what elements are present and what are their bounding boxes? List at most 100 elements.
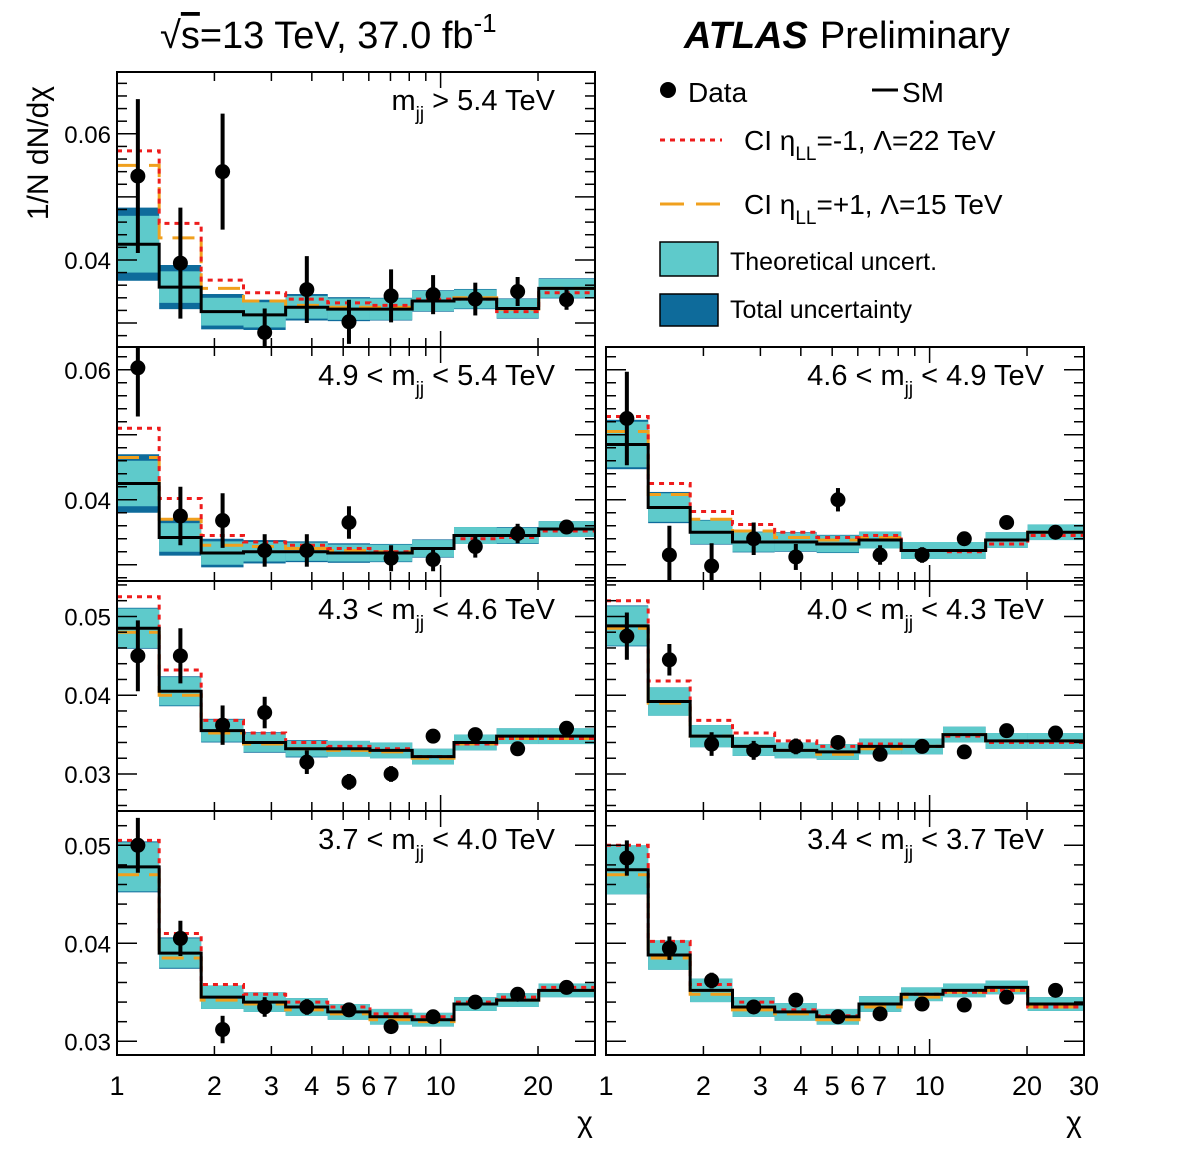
ci-minus-line [606, 843, 1084, 1018]
energy-sqrt: √ [160, 15, 181, 57]
panel-label: 4.6 < mjj < 4.9 TeV [807, 360, 1045, 400]
data-point [559, 979, 575, 995]
data-point [956, 744, 972, 760]
panel-label-post: < 4.9 TeV [913, 360, 1045, 392]
x-tick-label: 10 [915, 1071, 945, 1101]
data-point [383, 1019, 399, 1035]
panel-plot-area [606, 371, 1084, 581]
panel-frame [116, 810, 596, 1056]
x-tick-label: 3 [264, 1071, 279, 1101]
ci-minus-line [117, 595, 595, 759]
panel-label-sub: jj [415, 843, 424, 864]
data-point [425, 728, 441, 744]
data-point [215, 164, 231, 180]
data-point [467, 994, 483, 1010]
atlas-word: ATLAS [683, 15, 808, 57]
x-tick-label: 1 [109, 1071, 124, 1101]
data-point [341, 515, 357, 530]
data-point [999, 723, 1015, 739]
data-point [956, 997, 972, 1013]
y-tick-label: 0.04 [64, 931, 111, 958]
sm-line [606, 624, 1084, 754]
panel-plot-area [117, 99, 595, 347]
data-point [172, 648, 188, 664]
x-tick-label: 6 [850, 1071, 865, 1101]
legend-ci-plus-post: =+1, Λ=15 TeV [817, 189, 1003, 220]
data-point [257, 542, 273, 558]
sm-line [117, 626, 595, 759]
panel-label: 4.9 < mjj < 5.4 TeV [318, 360, 556, 400]
energy-main: =13 TeV, 37.0 fb [200, 15, 474, 57]
data-point [914, 996, 930, 1012]
x-tick-label: 2 [696, 1071, 711, 1101]
panel-label-post: > 5.4 TeV [424, 85, 556, 117]
data-point [872, 1006, 888, 1022]
y-tick-label: 0.05 [64, 604, 111, 631]
y-tick-label: 0.04 [64, 248, 111, 275]
panel-label-pre: m [392, 85, 416, 117]
data-point [1048, 524, 1064, 540]
data-point [467, 727, 483, 743]
panel-label-post: < 5.4 TeV [424, 360, 556, 392]
data-point [425, 1009, 441, 1025]
x-tick-label: 20 [523, 1071, 553, 1101]
panel-label-pre: 4.9 < m [318, 360, 416, 392]
legend-ci-minus-sub: LL [795, 144, 816, 165]
panel-label-sub: jj [904, 843, 913, 864]
data-point [299, 999, 315, 1015]
data-point [746, 531, 762, 547]
panel-6: 0.03 0.04 0.05 3.7 < mjj < 4.0 TeV 1 2 3 4 5 6 7 10… [64, 810, 596, 1101]
legend-ci-minus-post: =-1, Λ=22 TeV [817, 125, 996, 156]
panel-frame [605, 810, 1085, 1056]
x-tick-label: 5 [825, 1071, 840, 1101]
data-point [788, 738, 804, 754]
data-point [872, 547, 888, 563]
panel-plot-area [117, 347, 595, 572]
data-point [383, 550, 399, 566]
panel-label-post: < 4.3 TeV [913, 594, 1045, 626]
data-point [788, 992, 804, 1008]
ci-minus-line [117, 149, 595, 314]
data-point [661, 652, 677, 668]
x-tick-label: 4 [793, 1071, 808, 1101]
legend-ci-minus-label: CI ηLL=-1, Λ=22 TeV [744, 125, 996, 165]
data-point [215, 717, 231, 733]
data-point [341, 774, 357, 790]
panel-label: 4.0 < mjj < 4.3 TeV [807, 594, 1045, 634]
data-point [661, 940, 677, 956]
x-tick-label: 6 [361, 1071, 376, 1101]
x-tick-label: 4 [304, 1071, 319, 1101]
data-point [619, 411, 635, 426]
panel-label-sub: jj [904, 379, 913, 400]
x-axis-label-left: χ [577, 1106, 593, 1139]
panel-2: 0.04 0.06 4.9 < mjj < 5.4 TeV [64, 346, 596, 582]
data-point [383, 288, 399, 304]
data-point [257, 999, 273, 1015]
panel-label-pre: 3.7 < m [318, 824, 416, 856]
panel-plot-area [606, 840, 1084, 1025]
panel-label-post: < 4.0 TeV [424, 824, 556, 856]
panel-label-sub: jj [415, 613, 424, 634]
y-axis-label: 1/N dN/dχ [22, 86, 55, 220]
panel-label-post: < 3.7 TeV [913, 824, 1045, 856]
data-point [746, 999, 762, 1015]
ci-plus-line [117, 630, 595, 760]
energy-sup: -1 [474, 8, 497, 38]
data-point [559, 720, 575, 736]
sm-line [117, 242, 595, 317]
panel-plot-area [606, 599, 1084, 762]
data-point [215, 1022, 231, 1038]
data-point [704, 973, 720, 989]
panel-label-sub: jj [415, 379, 424, 400]
data-point [510, 986, 526, 1002]
panel-4: 0.03 0.04 0.05 4.3 < mjj < 4.6 TeV [64, 580, 596, 812]
panel-label-sub: jj [904, 613, 913, 634]
energy-header: √s=13 TeV, 37.0 fb-1 [160, 8, 497, 57]
data-point [172, 255, 188, 271]
data-point [299, 542, 315, 558]
x-tick-label: 7 [383, 1071, 398, 1101]
data-point [467, 291, 483, 307]
legend-theory-box [659, 241, 719, 277]
y-tick-label: 0.03 [64, 1029, 111, 1056]
